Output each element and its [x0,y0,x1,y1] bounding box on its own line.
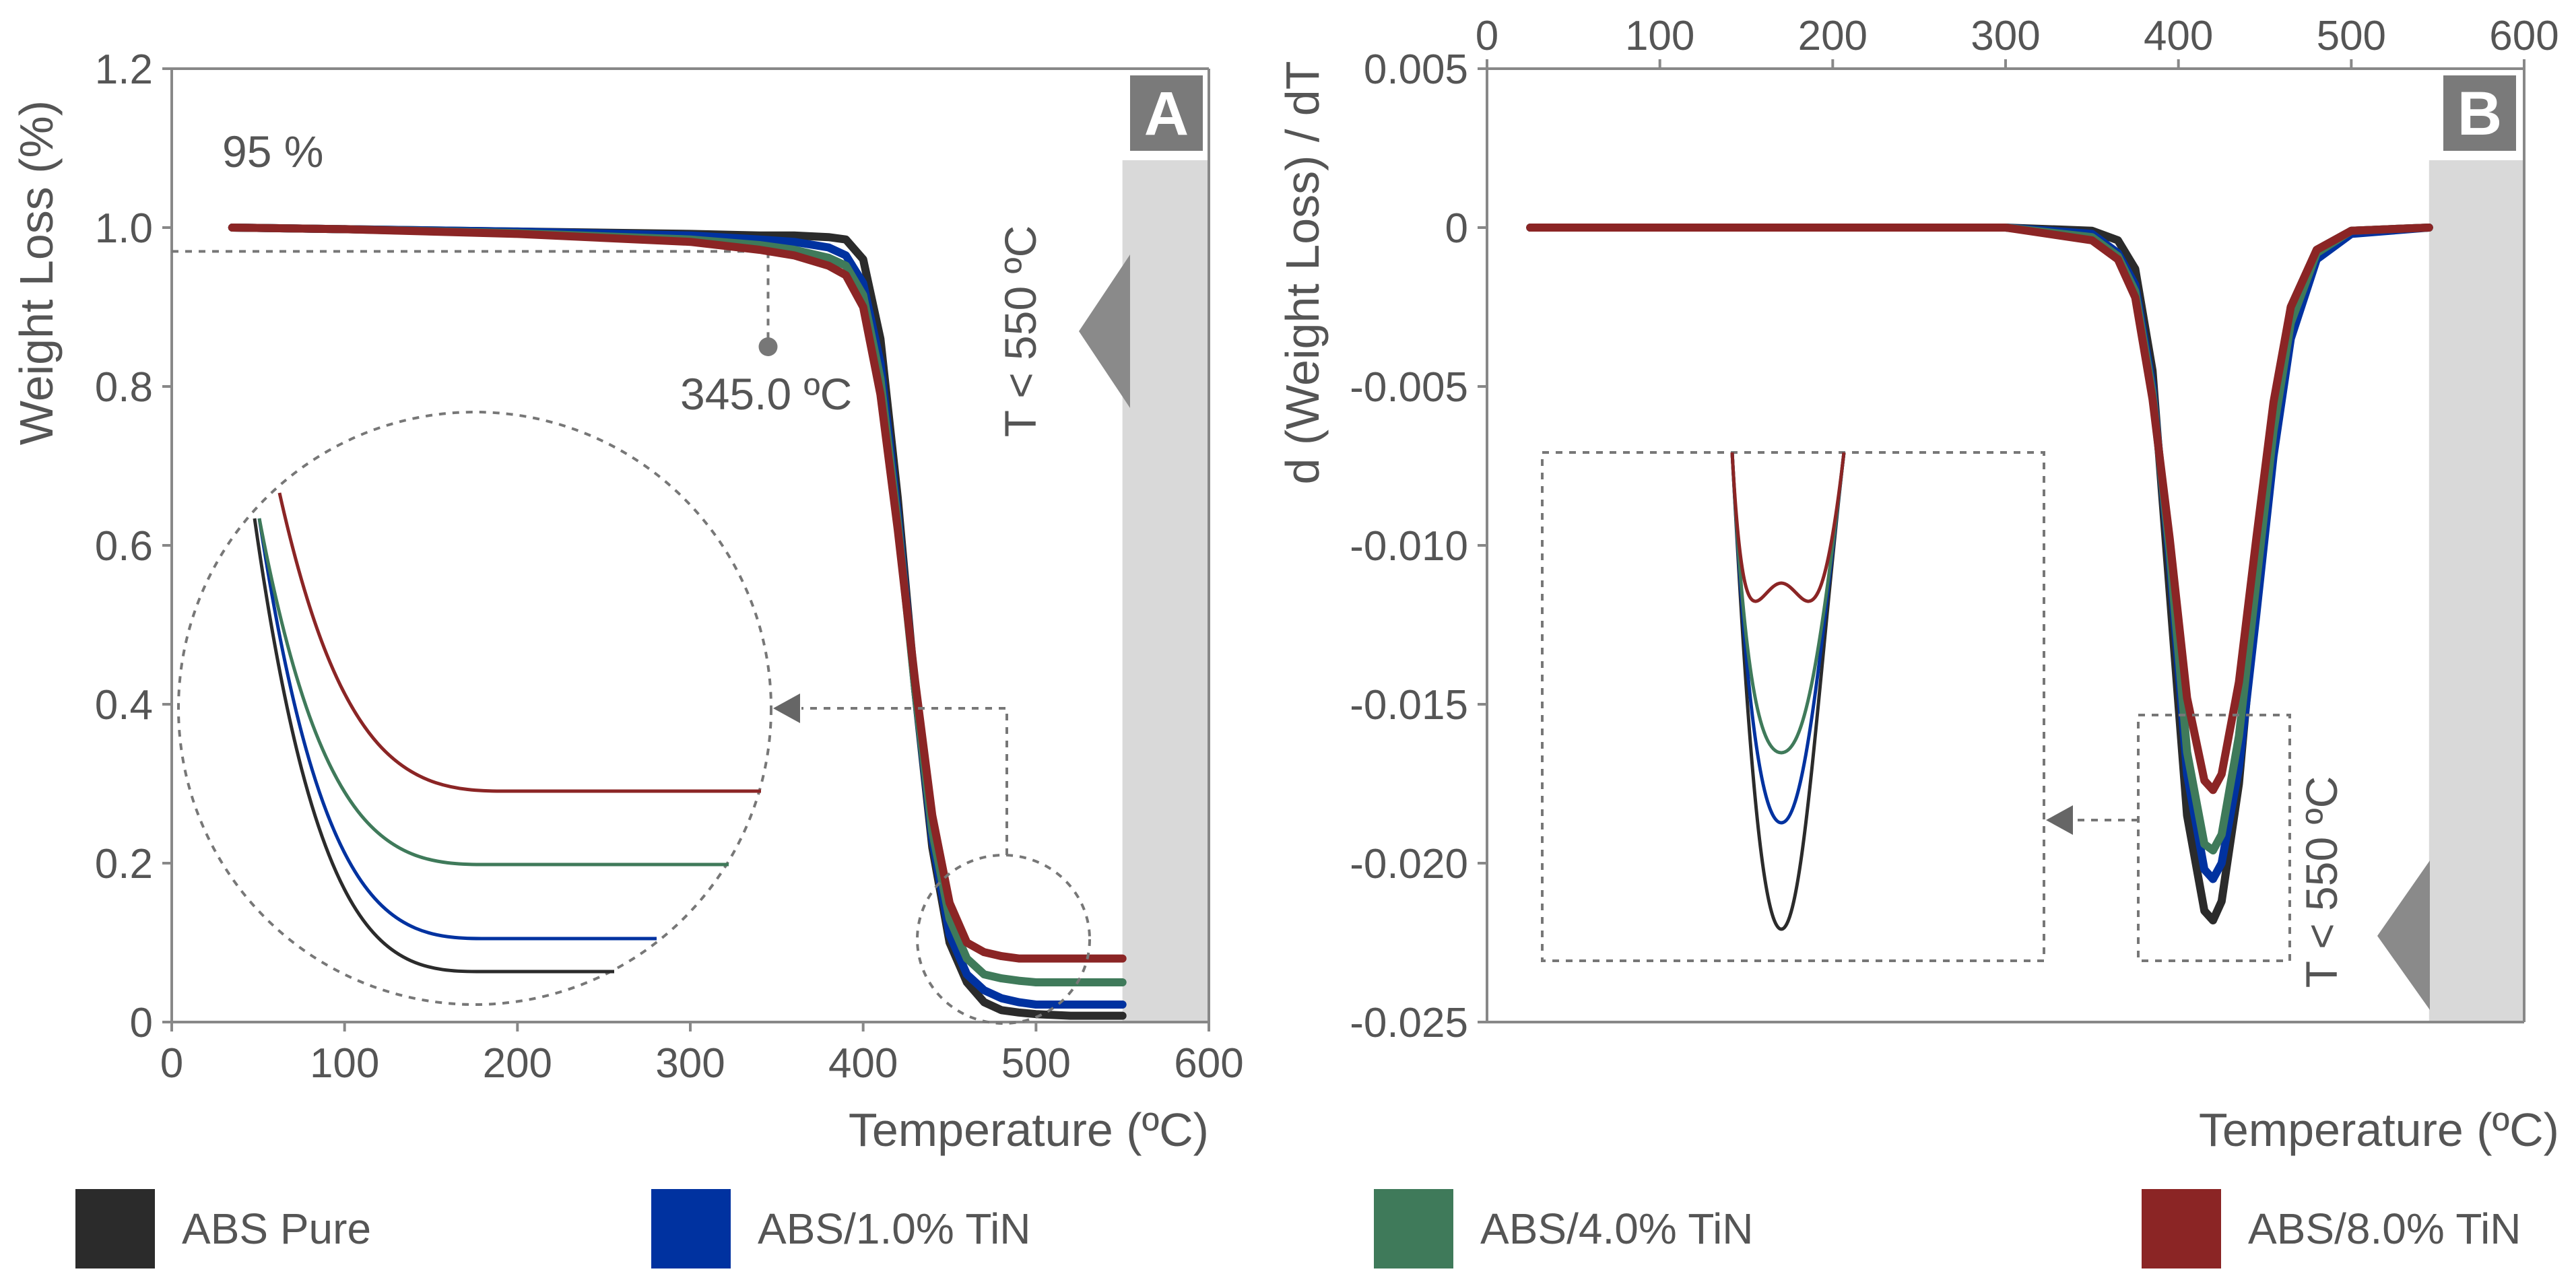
panel-b-zoom-inset [1541,451,2291,962]
y-tick-label: 0 [130,1000,153,1046]
panel-a-badge [1130,75,1203,151]
panel-a-region-marker-icon [1079,255,1130,408]
panel-a-y-axis-title: Weight Loss (%) [10,100,63,445]
panel-b-axes [1486,67,2525,1023]
panel-a-ticks: 0 100 200 300 400 500 600 0 0.2 0.4 0.6 0.8 1.0 1.2 [95,46,1244,1087]
panel-b-region-marker-icon [2377,860,2430,1010]
zoom-series-line [1730,452,1846,825]
x-tick-label: 200 [1798,13,1868,59]
panel-b-shaded-region [2429,160,2524,1022]
panel-a-annotation: 95 % 345.0 ºC [172,127,852,419]
legend-label: ABS Pure [182,1205,372,1253]
panel-a-region-label: T < 550 ºC [995,226,1045,438]
y-tick-label: -0.015 [1350,682,1468,729]
zoom-source-circle [916,854,1091,1025]
x-tick-label: 0 [160,1040,183,1087]
zoom-series-line [257,518,657,941]
panel-b-region-label: T < 550 ºC [2297,776,2346,988]
legend-label: ABS/8.0% TiN [2248,1205,2521,1253]
zoom-arrow-icon [773,693,800,723]
y-tick-label: 0.4 [95,682,153,729]
y-tick-label: 0.005 [1364,46,1468,93]
y-tick-label: -0.005 [1350,364,1468,411]
zoom-inset-curves [1730,452,1846,931]
panel-a-shaded-region [1122,160,1209,1022]
legend-swatch [651,1189,731,1268]
x-tick-label: 500 [1001,1040,1071,1087]
y-tick-label: 0.2 [95,841,153,887]
zoom-inset-box [1541,451,2045,962]
x-tick-label: 100 [310,1040,379,1087]
zoom-source-box [2137,714,2291,962]
series-line [1526,224,2433,855]
zoom-series-line [253,518,614,974]
onset-marker [758,337,778,356]
panel-b-badge [2443,75,2516,151]
panel-a-series [228,224,1127,1020]
y-tick-label: -0.025 [1350,1000,1468,1046]
zoom-series-line [257,518,729,867]
x-tick-label: 0 [1476,13,1498,59]
x-tick-label: 100 [1625,13,1694,59]
zoom-inset-curves [253,492,761,974]
legend-label: ABS/4.0% TiN [1480,1205,1754,1253]
series-line [228,224,1127,986]
x-tick-label: 300 [1971,13,2040,59]
x-tick-label: 400 [2144,13,2213,59]
zoom-series-line [1730,452,1846,603]
panel-a: A T < 550 ºC 0 100 200 300 400 500 60000.20.40… [10,46,1244,1156]
y-tick-label: 0.8 [95,364,153,411]
x-tick-label: 200 [483,1040,552,1087]
x-tick-label: 400 [828,1040,898,1087]
zoom-series-line [1730,452,1846,931]
x-tick-label: 300 [655,1040,725,1087]
series-line [228,224,1127,963]
panel-b-letter: B [2457,79,2502,148]
legend-swatch [1374,1189,1453,1268]
panel-a-x-axis-title: Temperature (ºC) [849,1104,1209,1156]
zoom-connector [801,707,1008,855]
zoom-arrow-icon [2046,805,2073,835]
x-tick-label: 600 [1174,1040,1243,1087]
legend-item: ABS Pure [75,1188,371,1269]
panel-b-x-axis-title: Temperature (ºC) [2199,1104,2559,1156]
x-tick-label: 500 [2317,13,2386,59]
zoom-series-line [1730,452,1846,755]
onset-temperature-label: 345.0 ºC [680,369,852,419]
percent-label: 95 % [222,127,323,176]
y-tick-label: -0.010 [1350,523,1468,570]
legend: ABS Pure ABS/1.0% TiN ABS/4.0% TiN ABS/8… [0,1188,2576,1269]
legend-swatch [75,1189,155,1268]
zoom-inset-circle [177,411,772,1006]
panel-b-series [1526,224,2433,924]
y-tick-label: 0.6 [95,523,153,570]
panel-a-axes [170,67,1210,1023]
series-line [228,224,1127,1020]
legend-item: ABS/1.0% TiN [651,1188,1031,1269]
series-line [1526,224,2433,794]
y-tick-label: 1.2 [95,46,153,93]
y-tick-label: -0.020 [1350,841,1468,887]
y-tick-label: 0 [1445,205,1468,252]
zoom-series-line [277,492,761,793]
x-tick-label: 600 [2489,13,2558,59]
panel-b-y-axis-title: d (Weight Loss) / dT [1276,61,1329,485]
legend-swatch [2142,1189,2221,1268]
legend-item: ABS/8.0% TiN [2142,1188,2521,1269]
y-tick-label: 1.0 [95,205,153,252]
panel-b: B T < 550 ºC 0 100 200 300 400 500 6000.0050-0… [1276,13,2559,1156]
panel-a-letter: A [1144,79,1189,148]
panel-a-zoom-inset [177,411,1091,1025]
legend-label: ABS/1.0% TiN [758,1205,1031,1253]
legend-item: ABS/4.0% TiN [1374,1188,1754,1269]
panel-b-ticks: 0 100 200 300 400 500 6000.0050-0.005-0.010-0.… [1350,13,2559,1046]
